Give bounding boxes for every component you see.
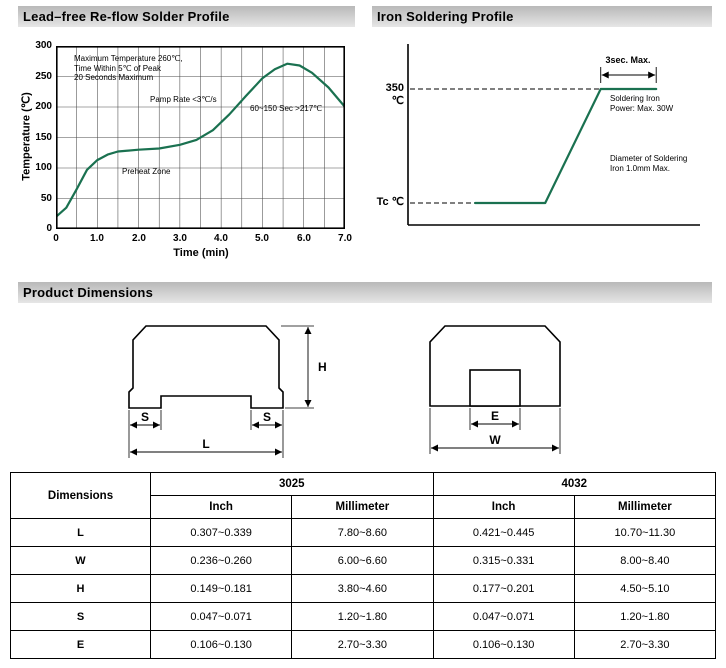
annotation-line: Power: Max. 30W (610, 104, 674, 113)
value-cell: 0.047~0.071 (432, 602, 575, 631)
value-cell: 6.00~6.60 (291, 546, 434, 575)
annotation-ramp-rate: Pamp Rate <3℃/s (150, 95, 217, 104)
value-cell: 2.70~3.30 (573, 630, 717, 659)
annotation-line: Time Within 5℃ of Peak (74, 63, 161, 73)
annotation-max-temperature: Maximum Temperature 260℃, Time Within 5℃… (74, 54, 182, 83)
y-tick-label: 100 (35, 162, 52, 173)
y-tick-label: 200 (35, 101, 52, 112)
reflow-x-axis-title: Time (min) (173, 247, 229, 259)
value-cell: 8.00~8.40 (573, 546, 717, 575)
value-cell: 0.421~0.445 (432, 518, 575, 547)
x-tick-label: 7.0 (338, 233, 352, 244)
iron-level-tc: Tc ℃ (376, 196, 404, 208)
package-side-view: H S S L (128, 325, 327, 458)
iron-plot-area (407, 44, 700, 226)
annotation-iron-diameter: Diameter of Soldering Iron 1.0mm Max. (610, 154, 687, 174)
group-header-3025: 3025 (150, 472, 434, 496)
table-row: H 0.149~0.181 3.80~4.60 0.177~0.201 4.50… (10, 574, 717, 603)
dimensions-section-header: Product Dimensions (18, 282, 712, 303)
value-cell: 2.70~3.30 (291, 630, 434, 659)
value-cell: 7.80~8.60 (291, 518, 434, 547)
package-front-view: E W (429, 325, 561, 454)
annotation-line: Diameter of Soldering (610, 154, 688, 163)
subheader-cell: Inch (149, 495, 293, 519)
table-row: L 0.307~0.339 7.80~8.60 0.421~0.445 10.7… (10, 518, 717, 547)
annotation-line: 20 Seconds Maximum (74, 73, 154, 82)
dimension-label-L: L (202, 437, 209, 451)
group-header-4032: 4032 (432, 472, 716, 496)
corner-header-cell: Dimensions (10, 472, 151, 519)
reflow-section-header: Lead–free Re-flow Solder Profile (18, 6, 355, 27)
annotation-3sec-max: 3sec. Max. (605, 55, 651, 65)
annotation-time-above-217: 60~150 Sec >217℃ (250, 104, 323, 113)
table-row: W 0.236~0.260 6.00~6.60 0.315~0.331 8.00… (10, 546, 717, 575)
annotation-soldering-power: Soldering Iron Power: Max. 30W (610, 94, 673, 114)
value-cell: 10.70~11.30 (573, 518, 717, 547)
dimension-label-S-right: S (263, 410, 271, 424)
table-row: E 0.106~0.130 2.70~3.30 0.106~0.130 2.70… (10, 630, 717, 659)
dimensions-table: Dimensions 3025 4032 Inch Millimeter Inc… (10, 472, 717, 659)
x-tick-label: 2.0 (132, 233, 146, 244)
reflow-plot-area (56, 46, 345, 229)
iron-section-header: Iron Soldering Profile (372, 6, 712, 27)
value-cell: 1.20~1.80 (573, 602, 717, 631)
reflow-section-title: Lead–free Re-flow Solder Profile (23, 9, 230, 24)
value-cell: 0.047~0.071 (149, 602, 293, 631)
dimensions-section-title: Product Dimensions (23, 285, 154, 300)
y-tick-label: 300 (35, 40, 52, 51)
value-cell: 0.106~0.130 (432, 630, 575, 659)
table-header-row: Dimensions 3025 4032 (10, 472, 716, 519)
value-cell: 1.20~1.80 (291, 602, 434, 631)
iron-level-350: 350 ℃ (385, 82, 404, 107)
value-cell: 4.50~5.10 (573, 574, 717, 603)
reflow-chart: Temperature (℃) 0 50 100 150 200 250 300… (18, 34, 358, 264)
value-cell: 0.106~0.130 (149, 630, 293, 659)
x-tick-label: 4.0 (214, 233, 228, 244)
dimension-label-W: W (489, 433, 501, 447)
dimension-cell: S (10, 602, 151, 631)
dimension-label-E: E (491, 409, 499, 423)
value-cell: 0.177~0.201 (432, 574, 575, 603)
value-cell: 3.80~4.60 (291, 574, 434, 603)
annotation-line: Iron 1.0mm Max. (610, 164, 671, 173)
iron-chart: 350 ℃ Tc ℃ 3sec. Max. Soldering Iron Pow… (372, 34, 712, 264)
dimension-cell: H (10, 574, 151, 603)
value-cell: 0.315~0.331 (432, 546, 575, 575)
annotation-preheat-zone: Preheat Zone (122, 167, 171, 176)
y-tick-label: 50 (40, 193, 52, 204)
dimension-cell: L (10, 518, 151, 547)
table-row: S 0.047~0.071 1.20~1.80 0.047~0.071 1.20… (10, 602, 717, 631)
annotation-line: Soldering Iron (610, 94, 660, 103)
x-tick-label: 1.0 (90, 233, 104, 244)
subheader-cell: Inch (432, 495, 575, 519)
dimension-cell: W (10, 546, 151, 575)
annotation-line: Maximum Temperature 260℃, (74, 54, 183, 63)
value-cell: 0.236~0.260 (149, 546, 293, 575)
dimension-label-S-left: S (141, 410, 149, 424)
y-tick-label: 150 (35, 132, 52, 143)
iron-section-title: Iron Soldering Profile (377, 9, 514, 24)
y-tick-label: 0 (46, 223, 52, 234)
subheader-cell: Millimeter (291, 495, 434, 519)
dimension-label-H: H (318, 360, 327, 374)
subheader-cell: Millimeter (573, 495, 717, 519)
table-subheader-row: Inch Millimeter Inch Millimeter (11, 495, 717, 519)
value-cell: 0.149~0.181 (149, 574, 293, 603)
value-cell: 0.307~0.339 (149, 518, 293, 547)
y-tick-label: 250 (35, 71, 52, 82)
x-tick-label: 6.0 (297, 233, 311, 244)
x-tick-label: 3.0 (173, 233, 187, 244)
x-tick-label: 5.0 (255, 233, 269, 244)
x-tick-label: 0 (53, 233, 59, 244)
dimension-cell: E (10, 630, 151, 659)
